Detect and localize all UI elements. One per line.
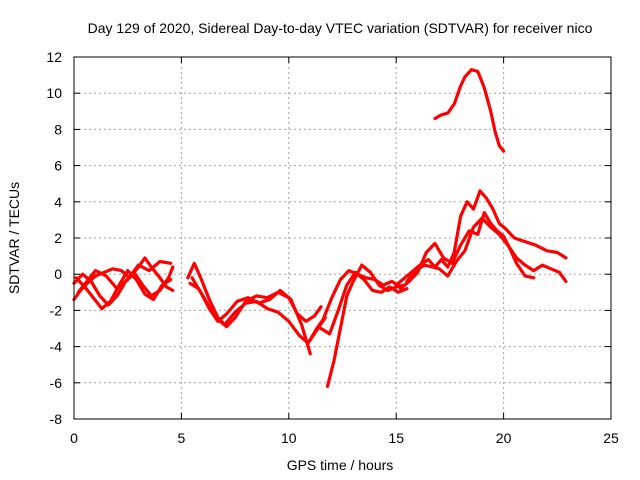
series-track-8 xyxy=(308,269,403,341)
y-tick-label: -2 xyxy=(50,302,63,318)
series-track-3 xyxy=(74,269,173,311)
series-track-7 xyxy=(190,276,312,356)
series-track-14 xyxy=(433,68,506,153)
y-tick-label: -8 xyxy=(50,411,63,427)
x-tick-label: 25 xyxy=(603,430,619,446)
y-tick-label: 4 xyxy=(54,194,62,210)
series-track-11 xyxy=(394,189,568,287)
series-track-5 xyxy=(186,261,323,329)
series-group xyxy=(72,68,568,388)
x-tick-label: 10 xyxy=(281,430,297,446)
y-axis-label: SDTVAR / TECUs xyxy=(6,182,22,294)
y-tick-label: 10 xyxy=(46,85,62,101)
y-tick-label: -6 xyxy=(50,375,63,391)
y-tick-label: 8 xyxy=(54,121,62,137)
x-tick-label: 20 xyxy=(496,430,512,446)
x-tick-label: 15 xyxy=(388,430,404,446)
series-track-13 xyxy=(405,216,568,283)
x-tick-label: 0 xyxy=(70,430,78,446)
x-axis-label: GPS time / hours xyxy=(287,457,394,473)
series-track-12 xyxy=(398,211,536,291)
ticks: 0 5 10 15 20 25 -8 -6 -4 -2 0 2 4 6 8 10 12 xyxy=(46,49,619,446)
series-track-10 xyxy=(319,270,409,336)
series-track-9 xyxy=(325,263,407,388)
y-tick-label: 2 xyxy=(54,230,62,246)
y-tick-label: -4 xyxy=(50,339,63,355)
chart-title: Day 129 of 2020, Sidereal Day-to-day VTE… xyxy=(88,20,593,36)
grid xyxy=(74,57,611,419)
y-tick-label: 6 xyxy=(54,158,62,174)
y-tick-label: 0 xyxy=(54,266,62,282)
series-track-4 xyxy=(76,259,173,294)
y-tick-label: 12 xyxy=(46,49,62,65)
x-tick-label: 5 xyxy=(178,430,186,446)
